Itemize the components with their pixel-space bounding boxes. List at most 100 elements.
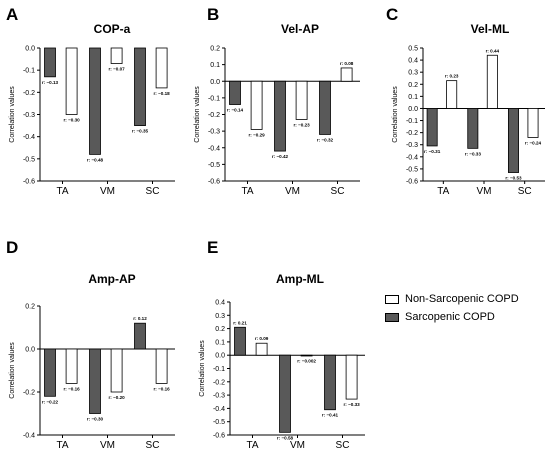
data-label-b-sarcopenic-ta: r: −0.14 xyxy=(227,108,244,113)
bar-d-non-sarcopenic-vm xyxy=(110,348,123,393)
y-tick-label-c: -0.1 xyxy=(406,118,418,125)
bar-b-non-sarcopenic-sc xyxy=(340,67,353,82)
x-tick-label-d: VM xyxy=(100,440,115,451)
bar-e-sarcopenic-vm xyxy=(279,354,291,433)
y-tick-label-e: -0.4 xyxy=(213,406,225,413)
data-label-d-sarcopenic-ta: r: −0.22 xyxy=(42,399,59,404)
data-label-e-non-sarcopenic-sc: r: −0.33 xyxy=(343,402,360,407)
y-tick-label-a: -0.3 xyxy=(23,112,35,119)
y-tick-label-b: -0.1 xyxy=(208,95,220,102)
y-tick-label-e: 0.2 xyxy=(215,326,225,333)
data-label-b-non-sarcopenic-sc: r: 0.08 xyxy=(340,61,354,66)
x-tick-label-b: VM xyxy=(285,186,300,197)
data-label-a-sarcopenic-ta: r: −0.13 xyxy=(42,80,59,85)
y-axis-label-e: Correlation values xyxy=(199,340,206,397)
bar-d-sarcopenic-sc xyxy=(134,322,146,350)
data-label-c-sarcopenic-vm: r: −0.33 xyxy=(465,151,482,156)
y-axis-label-b: Correlation values xyxy=(194,86,201,143)
bar-e-sarcopenic-sc xyxy=(324,354,336,411)
y-tick-label-e: -0.1 xyxy=(213,366,225,373)
y-tick-label-b: -0.2 xyxy=(208,112,220,119)
y-tick-label-b: -0.5 xyxy=(208,162,220,169)
bar-c-sarcopenic-ta xyxy=(426,108,438,147)
data-label-b-sarcopenic-vm: r: −0.42 xyxy=(272,154,289,159)
legend: Non-Sarcopenic COPD Sarcopenic COPD xyxy=(385,290,519,326)
data-label-a-non-sarcopenic-ta: r: −0.30 xyxy=(63,118,80,123)
x-tick-label-d: SC xyxy=(146,440,160,451)
bar-c-sarcopenic-sc xyxy=(507,108,519,173)
y-tick-label-d: -0.2 xyxy=(23,390,35,397)
y-tick-label-e: 0.3 xyxy=(215,313,225,320)
bar-b-sarcopenic-ta xyxy=(229,80,241,105)
data-label-d-non-sarcopenic-vm: r: −0.20 xyxy=(108,395,125,400)
y-tick-label-a: -0.2 xyxy=(23,90,35,97)
bar-e-non-sarcopenic-ta xyxy=(255,342,268,356)
y-tick-label-e: -0.6 xyxy=(213,433,225,440)
y-tick-label-c: -0.4 xyxy=(406,154,418,161)
bar-a-non-sarcopenic-ta xyxy=(65,47,78,115)
panel-letter-c: C xyxy=(386,5,398,24)
legend-item-sarcopenic: Sarcopenic COPD xyxy=(385,308,519,326)
y-tick-label-c: 0.3 xyxy=(408,70,418,77)
panel-letter-e: E xyxy=(207,238,218,257)
data-label-a-non-sarcopenic-vm: r: −0.07 xyxy=(108,67,125,72)
y-tick-label-c: 0.4 xyxy=(408,58,418,65)
x-tick-label-b: SC xyxy=(331,186,345,197)
x-tick-label-c: VM xyxy=(477,186,492,197)
data-label-d-sarcopenic-vm: r: −0.30 xyxy=(87,417,104,422)
y-tick-label-e: 0.1 xyxy=(215,339,225,346)
y-tick-label-b: 0.0 xyxy=(210,79,220,86)
data-label-d-non-sarcopenic-sc: r: −0.16 xyxy=(153,386,170,391)
data-label-e-sarcopenic-vm: r: −0.58 xyxy=(277,435,294,440)
data-label-a-non-sarcopenic-sc: r: −0.18 xyxy=(153,91,170,96)
bar-c-sarcopenic-vm xyxy=(467,108,479,149)
panel-letter-a: A xyxy=(6,5,18,24)
legend-swatch-sarcopenic xyxy=(385,312,399,322)
y-tick-label-c: 0.0 xyxy=(408,106,418,113)
bar-e-non-sarcopenic-vm xyxy=(300,354,313,357)
data-label-a-sarcopenic-sc: r: −0.35 xyxy=(132,129,149,134)
y-tick-label-d: 0.2 xyxy=(25,304,35,311)
x-tick-label-a: SC xyxy=(146,186,160,197)
y-tick-label-e: -0.2 xyxy=(213,379,225,386)
x-tick-label-a: TA xyxy=(56,186,68,197)
bar-a-non-sarcopenic-sc xyxy=(155,47,168,89)
bar-c-non-sarcopenic-vm xyxy=(486,54,498,109)
bar-b-non-sarcopenic-ta xyxy=(250,80,263,130)
y-tick-label-d: 0.0 xyxy=(25,347,35,354)
data-label-c-sarcopenic-sc: r: −0.53 xyxy=(505,176,522,181)
panel-letter-b: B xyxy=(207,5,219,24)
bar-b-sarcopenic-vm xyxy=(274,80,286,152)
bar-a-sarcopenic-vm xyxy=(89,47,101,155)
bar-c-non-sarcopenic-sc xyxy=(527,108,539,138)
data-label-b-non-sarcopenic-vm: r: −0.23 xyxy=(293,122,310,127)
data-label-e-sarcopenic-ta: r: 0.21 xyxy=(233,320,247,325)
data-label-c-non-sarcopenic-ta: r: 0.23 xyxy=(445,74,459,79)
data-label-e-non-sarcopenic-ta: r: 0.09 xyxy=(255,336,269,341)
bar-d-non-sarcopenic-sc xyxy=(155,348,168,384)
panel-title-b: Vel-AP xyxy=(281,22,319,36)
data-label-d-sarcopenic-sc: r: 0.12 xyxy=(133,316,147,321)
y-tick-label-c: 0.1 xyxy=(408,94,418,101)
y-tick-label-c: -0.3 xyxy=(406,142,418,149)
bar-d-non-sarcopenic-ta xyxy=(65,348,78,384)
y-tick-label-e: 0.0 xyxy=(215,353,225,360)
y-tick-label-c: -0.5 xyxy=(406,166,418,173)
bar-a-non-sarcopenic-vm xyxy=(110,47,123,64)
legend-label-non-sarcopenic: Non-Sarcopenic COPD xyxy=(405,293,519,305)
y-tick-label-b: -0.4 xyxy=(208,145,220,152)
y-tick-label-b: -0.3 xyxy=(208,129,220,136)
y-tick-label-c: -0.2 xyxy=(406,130,418,137)
y-axis-label-a: Correlation values xyxy=(9,86,16,143)
y-tick-label-a: -0.1 xyxy=(23,68,35,75)
data-label-b-non-sarcopenic-ta: r: −0.29 xyxy=(248,132,265,137)
x-tick-label-b: TA xyxy=(241,186,253,197)
bar-b-sarcopenic-sc xyxy=(319,80,331,135)
y-axis-label-c: Correlation values xyxy=(392,86,399,143)
x-tick-label-d: TA xyxy=(56,440,68,451)
data-label-e-sarcopenic-sc: r: −0.41 xyxy=(322,413,339,418)
y-axis-label-d: Correlation values xyxy=(9,342,16,399)
data-label-a-sarcopenic-vm: r: −0.48 xyxy=(87,157,104,162)
x-tick-label-c: TA xyxy=(437,186,449,197)
panel-letter-d: D xyxy=(6,238,18,257)
